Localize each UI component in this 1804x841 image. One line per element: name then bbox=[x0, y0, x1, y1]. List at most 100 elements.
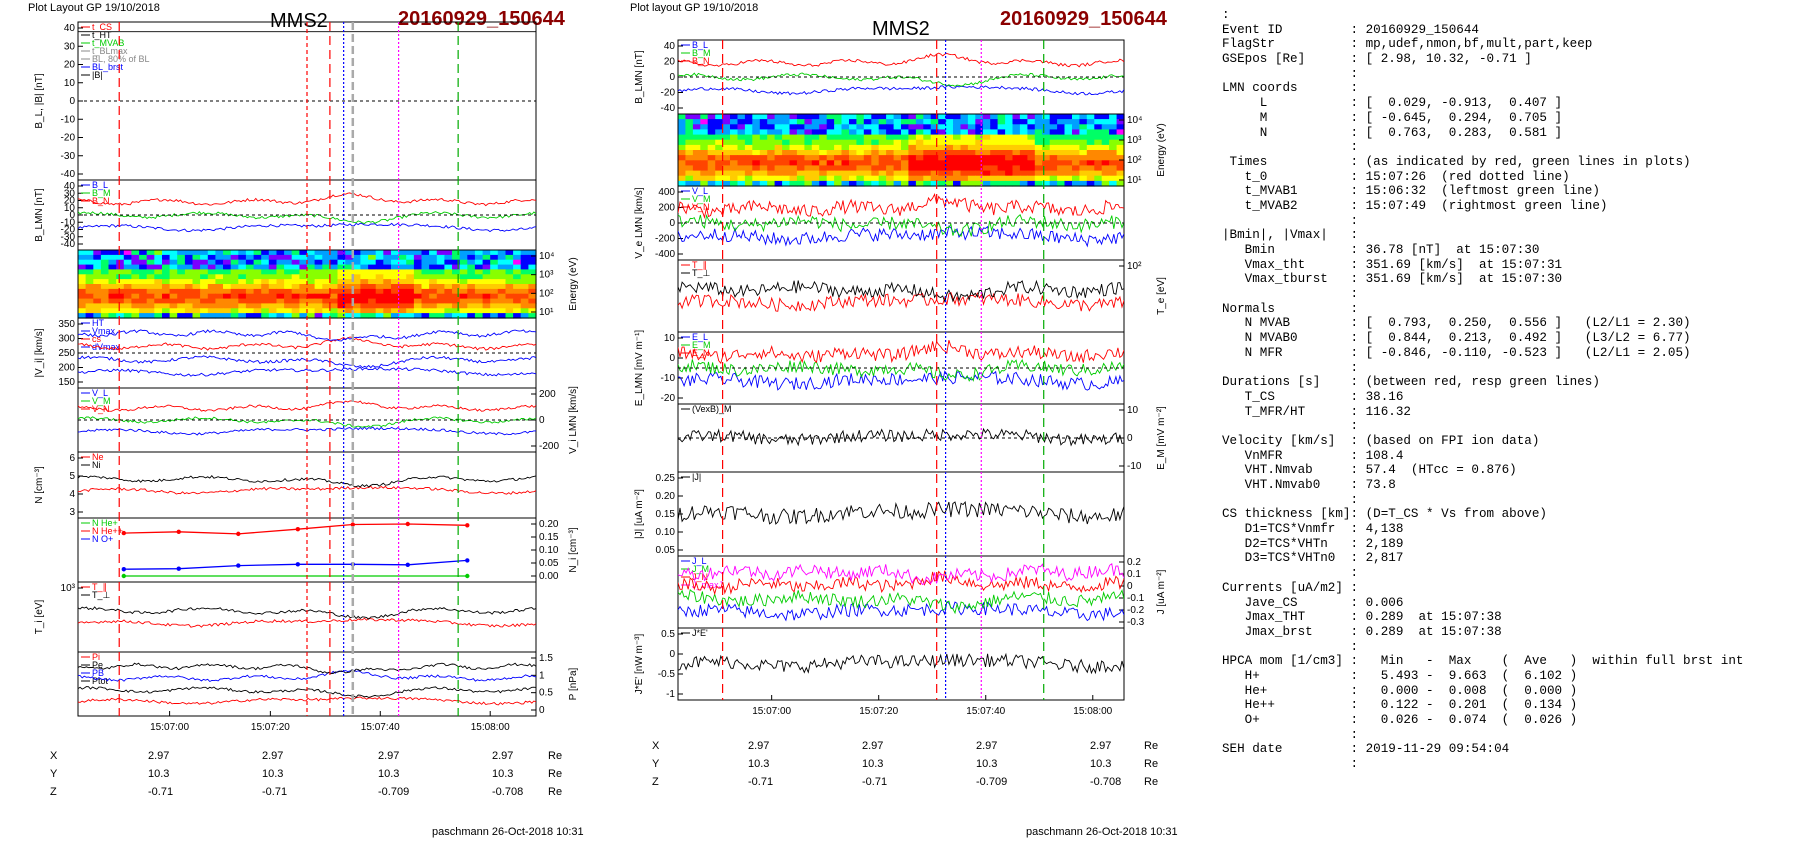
ephemeris-value: 10.3 bbox=[1090, 758, 1112, 770]
curves bbox=[678, 192, 1124, 248]
panel-1: 40 20 0 -20 -40 B_LMN [nT] B_LB_MB_N bbox=[634, 39, 1125, 115]
info-line: Jave_CS : 0.006 bbox=[1222, 595, 1404, 610]
y-tick-label: 0 bbox=[669, 649, 675, 660]
series-line bbox=[678, 652, 1124, 675]
series-line bbox=[678, 85, 1124, 96]
info-line: T_MFR/HT : 116.32 bbox=[1222, 404, 1411, 419]
info-line: t_MVAB1 : 15:06:32 (leftmost green line) bbox=[1222, 184, 1600, 199]
y-tick-label: -30 bbox=[61, 232, 76, 243]
y-tick-label: 0 bbox=[1127, 433, 1133, 444]
info-line: : bbox=[1222, 566, 1359, 581]
legend-entry: V_L bbox=[692, 186, 708, 196]
left-footer: paschmann 26-Oct-2018 10:31 bbox=[432, 826, 584, 838]
ephemeris-value: 2.97 bbox=[148, 750, 170, 762]
ephemeris-value: -0.71 bbox=[148, 786, 174, 798]
ephemeris-label-y: Y bbox=[652, 758, 660, 770]
x-tick-label: 15:08:00 bbox=[1073, 706, 1112, 717]
info-line: Event ID : 20160929_150644 bbox=[1222, 22, 1479, 37]
legend-entry: V_L bbox=[92, 388, 108, 398]
y-axis-label: V_i LMN [km/s] bbox=[568, 386, 579, 454]
y-tick-label: -200 bbox=[539, 441, 559, 452]
ephemeris-label-x: X bbox=[50, 750, 58, 762]
series-point bbox=[295, 527, 301, 532]
legend-entry: J_N bbox=[692, 572, 708, 582]
legend-entry: E_N bbox=[692, 348, 710, 358]
info-line: H+ : 5.493 - 9.663 ( 6.102 ) bbox=[1222, 668, 1578, 683]
legend-entry: J*E' bbox=[692, 628, 708, 638]
y-tick-label: 250 bbox=[58, 348, 75, 359]
series-line bbox=[678, 52, 1124, 68]
y-tick-label: -0.3 bbox=[1127, 617, 1145, 628]
y-tick-label: 20 bbox=[64, 60, 76, 71]
y-axis-label: |J| [uA m⁻²] bbox=[634, 489, 645, 539]
y-tick-label: 400 bbox=[658, 187, 675, 198]
info-line: : bbox=[1222, 757, 1359, 772]
y-tick-label: -0.1 bbox=[1127, 593, 1145, 604]
legend-entry: B_M bbox=[92, 188, 111, 198]
curves bbox=[678, 501, 1124, 525]
ephemeris-value: -0.708 bbox=[492, 786, 524, 798]
series-point bbox=[121, 573, 127, 579]
info-line: t_0 : 15:07:26 (red dotted line) bbox=[1222, 169, 1570, 184]
info-line: D2=TCS*VHTn : 2,189 bbox=[1222, 536, 1404, 551]
y-tick-label: 0 bbox=[1127, 581, 1133, 592]
ephemeris-unit: Re bbox=[548, 786, 563, 798]
y-tick-label: 300 bbox=[58, 334, 75, 345]
legend-entry: |B| bbox=[92, 70, 103, 80]
panel-2: 10⁴ 10³ 10² 10¹ Energy (eV) bbox=[677, 113, 1167, 187]
y-tick-label: 10³ bbox=[1127, 135, 1142, 146]
y-tick-label: 1 bbox=[539, 670, 545, 681]
y-tick-label: 200 bbox=[539, 389, 556, 400]
info-line: : bbox=[1222, 66, 1359, 81]
series-point bbox=[176, 566, 181, 571]
y-tick-label: 20 bbox=[64, 196, 76, 207]
y-tick-label: -20 bbox=[661, 393, 676, 404]
info-line: D3=TCS*VHTn0 : 2,817 bbox=[1222, 551, 1404, 566]
y-tick-label: 200 bbox=[658, 203, 675, 214]
series-line bbox=[78, 485, 536, 495]
legend-entry: N He++ bbox=[92, 526, 123, 536]
y-tick-label: 40 bbox=[64, 23, 76, 34]
y-tick-label: 20 bbox=[664, 57, 676, 68]
series-line bbox=[123, 559, 468, 570]
legend-entry: t_BLmax bbox=[92, 46, 128, 56]
y-tick-label: 40 bbox=[64, 181, 76, 192]
series-line bbox=[78, 696, 536, 706]
ephemeris-unit: Re bbox=[1144, 776, 1159, 788]
info-line: N MVAB : [ 0.793, 0.250, 0.556 ] (L2/L1 … bbox=[1222, 316, 1691, 331]
legend-entry: T_∥ bbox=[692, 260, 707, 270]
series-point bbox=[405, 562, 410, 568]
info-line: D1=TCS*Vnmfr : 4,138 bbox=[1222, 522, 1404, 537]
y-tick-label: -10 bbox=[61, 114, 76, 125]
legend-entry: T_⊥ bbox=[692, 268, 711, 278]
ephemeris-value: -0.709 bbox=[976, 776, 1008, 788]
series-line bbox=[678, 570, 1124, 596]
x-tick-label: 15:07:20 bbox=[859, 706, 898, 717]
legend-entry: N O+ bbox=[92, 534, 113, 544]
y-tick-label: -0.2 bbox=[1127, 605, 1145, 616]
y-tick-label: -200 bbox=[655, 234, 675, 245]
y-tick-label: 3 bbox=[69, 507, 75, 518]
info-line: N : [ 0.763, 0.283, 0.581 ] bbox=[1222, 125, 1563, 140]
series-line bbox=[678, 358, 1124, 382]
y-tick-label: 0.10 bbox=[539, 545, 559, 556]
series-point bbox=[465, 558, 470, 563]
ephemeris-unit: Re bbox=[548, 768, 563, 780]
series-point bbox=[350, 522, 355, 527]
curves bbox=[678, 340, 1124, 391]
info-line: Bmin : 36.78 [nT] at 15:07:30 bbox=[1222, 243, 1540, 257]
middle-plot-header: Plot layout GP 19/10/2018 bbox=[630, 2, 759, 14]
legend-entry: Ni bbox=[92, 460, 101, 470]
vertical-markers bbox=[118, 22, 459, 716]
x-tick-label: 15:08:00 bbox=[471, 722, 510, 733]
info-line: L : [ 0.029, -0.913, 0.407 ] bbox=[1222, 96, 1563, 111]
y-tick-label: 0 bbox=[669, 72, 675, 83]
series-line bbox=[678, 213, 1124, 237]
info-line: : bbox=[1222, 492, 1359, 507]
y-tick-label: 0.2 bbox=[1127, 557, 1141, 568]
legend-entry: t_HT bbox=[92, 30, 112, 40]
panel-frame bbox=[677, 627, 1125, 701]
